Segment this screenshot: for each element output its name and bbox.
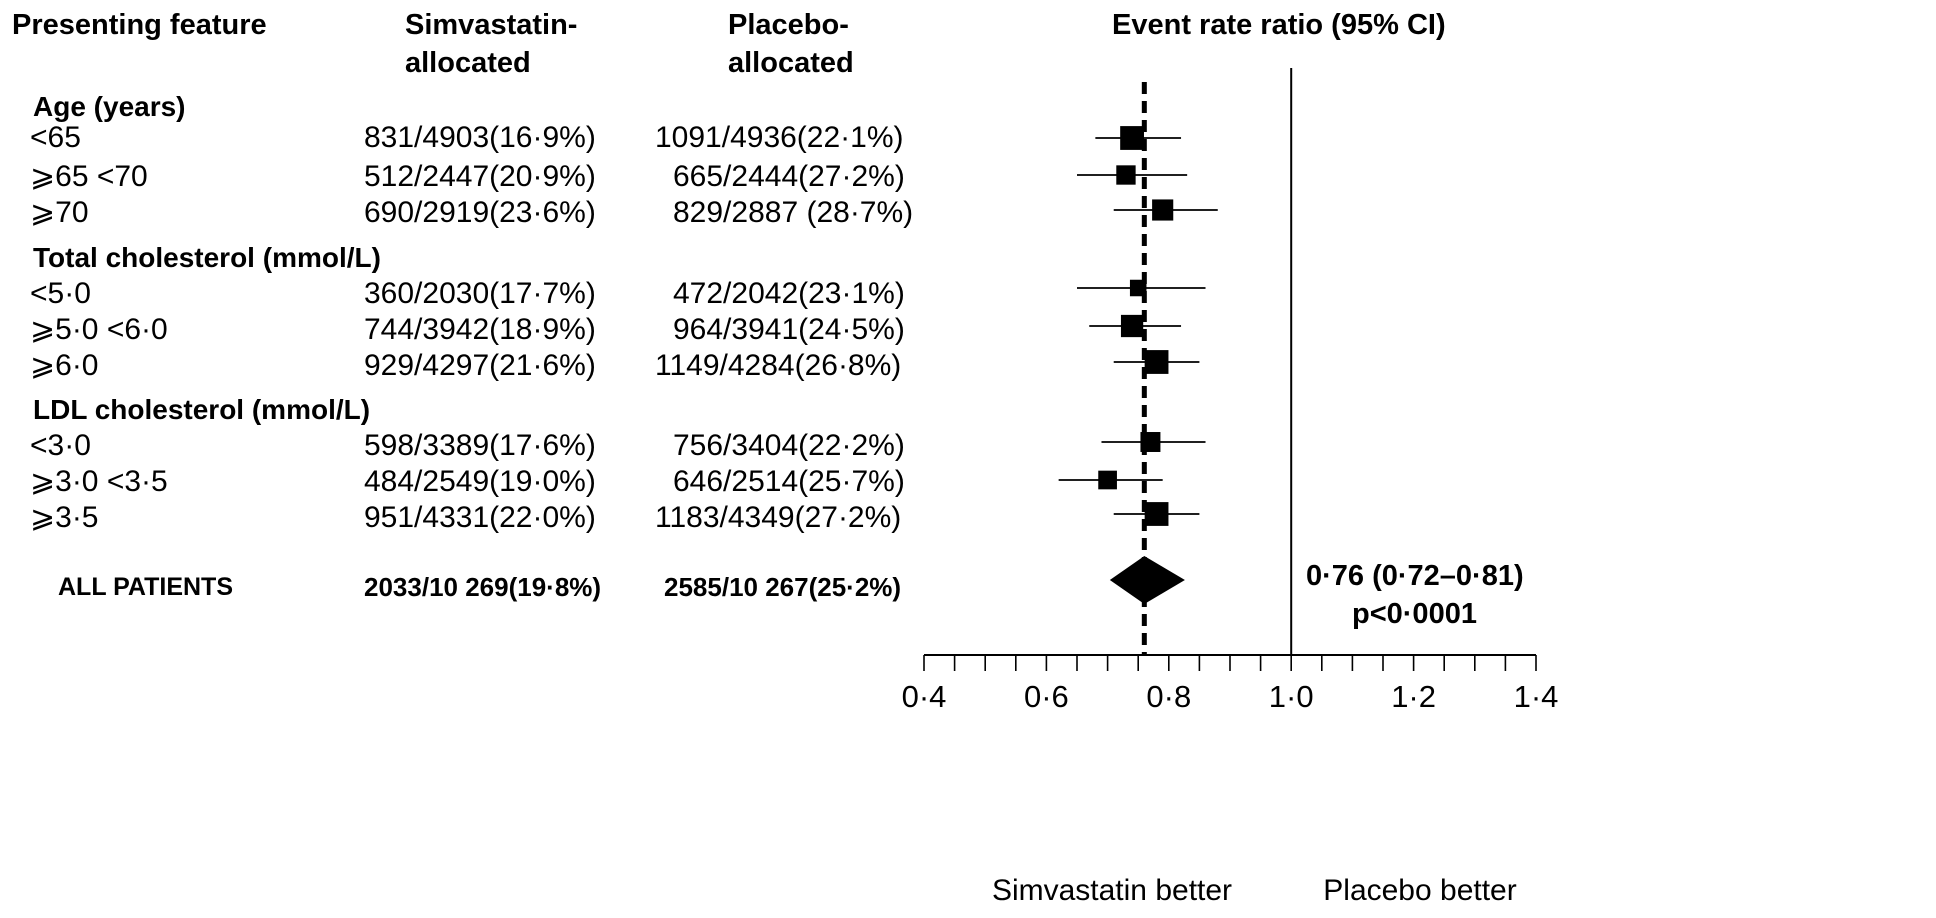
row-simvastatin: 598/3389(17·6%) [364, 429, 596, 462]
header-feature: Presenting feature [12, 9, 267, 41]
point-estimate-square [1152, 199, 1174, 221]
group-title-age: Age (years) [33, 91, 186, 122]
header-ratio: Event rate ratio (95% CI) [1112, 9, 1446, 41]
overall-simvastatin: 2033/10 269(19·8%) [364, 572, 602, 602]
row-label: <65 [30, 121, 81, 154]
point-estimate-square [1120, 126, 1144, 150]
x-tick-label: 1·2 [1391, 679, 1436, 714]
x-tick-label: 0·6 [1024, 679, 1069, 714]
point-estimate-square [1120, 314, 1144, 338]
x-label-simvastatin-better: Simvastatin better [992, 874, 1232, 907]
group-title-total-cholesterol: Total cholesterol (mmol/L) [33, 242, 381, 273]
row-simvastatin: 360/2030(17·7%) [364, 277, 596, 310]
overall-p-value: p<0·0001 [1352, 598, 1477, 630]
row-label: ⩾3·5 [30, 501, 99, 534]
x-tick-label: 1·0 [1269, 679, 1314, 714]
row-placebo: 665/2444(27·2%) [673, 160, 905, 193]
row-simvastatin: 512/2447(20·9%) [364, 160, 596, 193]
x-tick-label: 1·4 [1514, 679, 1559, 714]
header-placebo-line2: allocated [728, 47, 854, 79]
row-label: <5·0 [30, 277, 91, 310]
row-placebo: 1183/4349(27·2%) [655, 501, 902, 534]
row-simvastatin: 831/4903(16·9%) [364, 121, 596, 154]
row-placebo: 756/3404(22·2%) [673, 429, 905, 462]
point-estimate-square [1140, 432, 1161, 452]
point-estimate-square [1116, 165, 1136, 185]
point-estimate-square [1144, 502, 1169, 526]
point-estimate-square [1098, 470, 1117, 490]
row-label: <3·0 [30, 429, 91, 462]
row-simvastatin: 951/4331(22·0%) [364, 501, 596, 534]
x-label-placebo-better: Placebo better [1323, 874, 1516, 907]
row-placebo: 472/2042(23·1%) [673, 277, 905, 310]
row-label: ⩾6·0 [30, 349, 99, 382]
row-placebo: 964/3941(24·5%) [673, 313, 905, 346]
row-label: ⩾65 <70 [30, 160, 148, 193]
overall-placebo: 2585/10 267(25·2%) [664, 572, 902, 602]
group-title-ldl-cholesterol: LDL cholesterol (mmol/L) [33, 394, 371, 425]
row-simvastatin: 744/3942(18·9%) [364, 313, 596, 346]
x-tick-label: 0·8 [1146, 679, 1191, 714]
overall-label: ALL PATIENTS [58, 573, 233, 601]
point-estimate-square [1129, 279, 1147, 297]
header-simvastatin: Simvastatin- allocated [405, 6, 577, 82]
header-simvastatin-line1: Simvastatin- [405, 9, 578, 41]
row-placebo: 829/2887 (28·7%) [673, 196, 914, 229]
overall-diamond [1109, 556, 1185, 604]
header-placebo-line1: Placebo- [728, 9, 849, 41]
x-tick-label: 0·4 [902, 679, 947, 714]
row-simvastatin: 929/4297(21·6%) [364, 349, 596, 382]
point-estimate-square [1144, 350, 1169, 374]
row-label: ⩾70 [30, 196, 89, 229]
header-placebo: Placebo- allocated [728, 6, 854, 82]
overall-estimate: 0·76 (0·72–0·81) [1306, 560, 1524, 592]
row-simvastatin: 690/2919(23·6%) [364, 196, 596, 229]
row-placebo: 1149/4284(26·8%) [655, 349, 902, 382]
row-label: ⩾3·0 <3·5 [30, 465, 168, 498]
row-label: ⩾5·0 <6·0 [30, 313, 168, 346]
row-placebo: 1091/4936(22·1%) [655, 121, 904, 154]
row-simvastatin: 484/2549(19·0%) [364, 465, 596, 498]
header-simvastatin-line2: allocated [405, 47, 531, 79]
row-placebo: 646/2514(25·7%) [673, 465, 905, 498]
